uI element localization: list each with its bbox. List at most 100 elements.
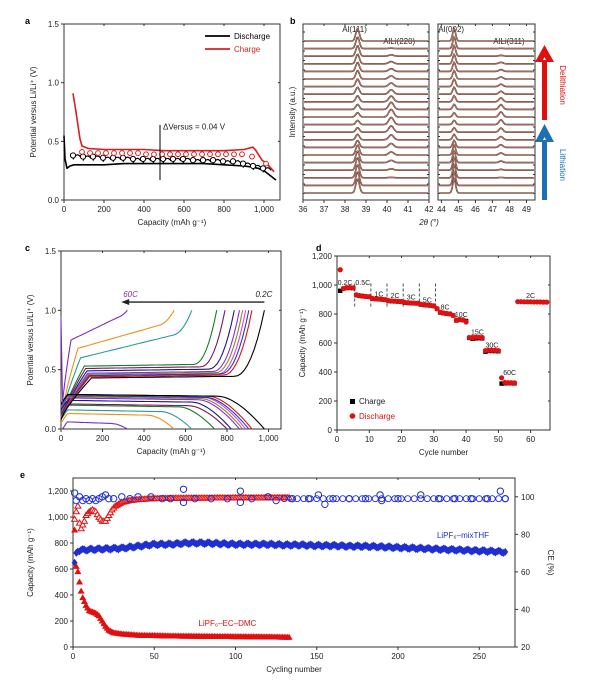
xrd-pattern bbox=[439, 103, 534, 110]
thf-ce-point bbox=[248, 494, 256, 503]
rate-label: 2C bbox=[526, 293, 535, 300]
x-tick-label: 0 bbox=[335, 435, 340, 444]
ecdmc-ce-point bbox=[78, 520, 87, 528]
charge-marker bbox=[191, 151, 197, 158]
x-tick-label: 400 bbox=[137, 205, 151, 214]
thf-ce-point bbox=[417, 495, 425, 503]
xrd-pattern bbox=[304, 133, 428, 141]
xrd-pattern-shadow bbox=[304, 116, 428, 126]
discharge-marker bbox=[239, 160, 247, 167]
thf-ce-point bbox=[384, 495, 392, 503]
y-tick-label: 0.5 bbox=[45, 366, 57, 375]
charge-marker bbox=[231, 151, 237, 158]
y-tick-label: 1,200 bbox=[48, 487, 69, 496]
peak-label: Al(002) bbox=[438, 25, 464, 34]
charge-marker bbox=[175, 151, 181, 158]
xrd-pattern bbox=[304, 140, 428, 148]
ecdmc-capacity-point bbox=[71, 526, 79, 533]
discharge-marker bbox=[249, 162, 257, 170]
discharge-marker bbox=[79, 153, 87, 160]
discharge-curve-10C bbox=[60, 403, 228, 430]
x-tick-label: 600 bbox=[179, 434, 193, 443]
x-tick-label: 38 bbox=[341, 205, 350, 214]
y-tick-label: 600 bbox=[319, 339, 333, 348]
charge-curve-1C bbox=[60, 310, 250, 420]
xrd-pattern bbox=[304, 157, 428, 171]
charge-marker bbox=[151, 151, 157, 158]
charge-curve-5C bbox=[60, 310, 241, 420]
xrd-pattern bbox=[304, 125, 428, 133]
thf-ce-point bbox=[475, 495, 483, 503]
xrd-pattern-shadow bbox=[304, 150, 428, 164]
thf-ce-point bbox=[467, 494, 475, 503]
thf-ce-point bbox=[272, 496, 280, 505]
discharge-point bbox=[495, 347, 501, 354]
charge-marker bbox=[223, 151, 229, 158]
thf-ce-point bbox=[449, 495, 457, 503]
panel-label-e: e bbox=[20, 470, 25, 480]
charge-point bbox=[499, 381, 504, 386]
rate-label: 5C bbox=[423, 297, 432, 304]
discharge-marker bbox=[119, 154, 127, 161]
x-tick-label: 1,000 bbox=[259, 434, 280, 443]
thf-ce-point bbox=[451, 494, 459, 503]
panel-c: c 0 200 400 600 800 1,000 0.0 0.5 1.0 1.5 Capacity … bbox=[25, 243, 282, 456]
charge-curve-0.2C bbox=[60, 310, 265, 420]
panel-e: e 0 50 100 150 200 250 0 200 400 600 800 1,000 1,200 2… bbox=[20, 470, 555, 674]
x-tick-label: 0 bbox=[59, 434, 64, 443]
lithiation-label: Lithiation bbox=[558, 149, 567, 181]
y-tick-label: 1.5 bbox=[45, 247, 57, 256]
legend-charge-marker bbox=[350, 399, 355, 404]
thf-ce-point bbox=[397, 495, 405, 503]
ecdmc-ce-point bbox=[70, 515, 79, 522]
thf-ce-point bbox=[179, 485, 188, 493]
ecdmc-capacity-point bbox=[76, 578, 83, 585]
thf-ce-point bbox=[345, 495, 353, 503]
discharge-marker bbox=[159, 155, 167, 163]
thf-ce-point bbox=[391, 495, 399, 503]
xrd-pattern bbox=[304, 95, 428, 103]
x-tick-label: 200 bbox=[97, 205, 111, 214]
series-label-ecdmc: LiPF₆–EC–DMC bbox=[198, 619, 256, 628]
xrd-pattern-shadow bbox=[304, 108, 428, 118]
x-tick-label: 48 bbox=[505, 205, 514, 214]
rate-label-60c: 60C bbox=[123, 290, 138, 299]
panel-label-b: b bbox=[290, 16, 296, 26]
thf-ce-point bbox=[410, 495, 418, 503]
discharge-marker bbox=[219, 158, 227, 165]
discharge-point bbox=[544, 299, 550, 305]
thf-ce-point bbox=[236, 487, 245, 495]
thf-ce-point bbox=[287, 495, 295, 503]
legend-label: Charge bbox=[234, 45, 261, 54]
charge-marker bbox=[249, 153, 255, 160]
thf-ce-point bbox=[339, 495, 347, 503]
xrd-pattern bbox=[304, 116, 428, 126]
thf-ce-point bbox=[319, 495, 327, 503]
thf-ce-point bbox=[495, 495, 503, 503]
charge-curve-45C bbox=[60, 310, 175, 420]
discharge-point bbox=[498, 375, 505, 381]
thf-ce-point bbox=[280, 495, 288, 503]
charge-marker bbox=[111, 150, 117, 156]
xrd-pattern-shadow bbox=[304, 78, 428, 88]
x-tick-label: 41 bbox=[404, 205, 413, 214]
xrd-pattern bbox=[304, 70, 428, 80]
xrd-pattern bbox=[439, 86, 534, 95]
y-tick-label: 200 bbox=[319, 397, 333, 406]
panel-b-frame-2 bbox=[437, 23, 536, 201]
xrd-pattern-shadow bbox=[304, 171, 428, 187]
thf-ce-point bbox=[358, 495, 366, 503]
thf-ce-point bbox=[417, 491, 425, 499]
rate-label: 2C bbox=[391, 293, 400, 300]
ecdmc-ce-point bbox=[80, 517, 89, 524]
x-tick-label: 39 bbox=[362, 205, 371, 214]
rate-label: 3C bbox=[407, 295, 416, 302]
panel-a-frame bbox=[63, 23, 281, 201]
xrd-pattern bbox=[439, 95, 534, 103]
x-tick-label: 0 bbox=[62, 205, 67, 214]
charge-curve-8C bbox=[60, 310, 235, 420]
thf-ce-point bbox=[404, 495, 412, 503]
xrd-pattern bbox=[304, 28, 428, 42]
xrd-pattern-shadow bbox=[304, 164, 428, 179]
